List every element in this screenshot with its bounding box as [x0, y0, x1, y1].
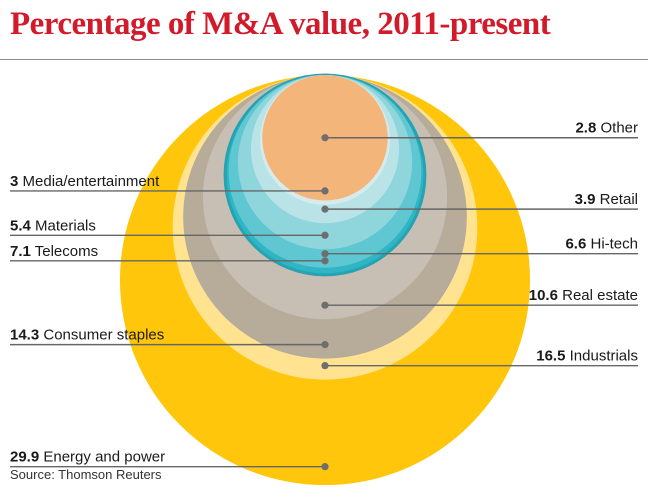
label-real-estate: 10.6 Real estate: [529, 287, 638, 304]
marker-hi-tech: [321, 250, 329, 258]
label-media-entertainment: 3 Media/entertainment: [10, 173, 160, 190]
source-note: Source: Thomson Reuters: [10, 467, 162, 482]
marker-energy-and-power: [321, 463, 329, 471]
marker-real-estate: [321, 301, 329, 309]
callout-group: 29.9 Energy and power 16.5 Industrials 14.…: [10, 120, 638, 471]
marker-materials: [321, 231, 329, 239]
marker-industrials: [321, 362, 329, 370]
label-industrials: 16.5 Industrials: [536, 348, 638, 365]
label-retail: 3.9 Retail: [575, 191, 638, 208]
bubble-group: [119, 73, 531, 486]
marker-telecoms: [321, 257, 329, 265]
label-other: 2.8 Other: [575, 120, 638, 137]
label-telecoms: 7.1 Telecoms: [10, 243, 98, 260]
label-energy-and-power: 29.9 Energy and power: [10, 449, 165, 466]
marker-retail: [321, 205, 329, 213]
label-materials: 5.4 Materials: [10, 217, 96, 234]
chart-title: Percentage of M&A value, 2011-present: [10, 6, 551, 42]
title-divider: [0, 59, 648, 60]
marker-consumer-staples: [321, 341, 329, 349]
marker-other: [321, 134, 329, 142]
label-hi-tech: 6.6 Hi-tech: [565, 236, 638, 253]
marker-media-entertainment: [321, 187, 329, 195]
label-consumer-staples: 14.3 Consumer staples: [10, 327, 164, 344]
